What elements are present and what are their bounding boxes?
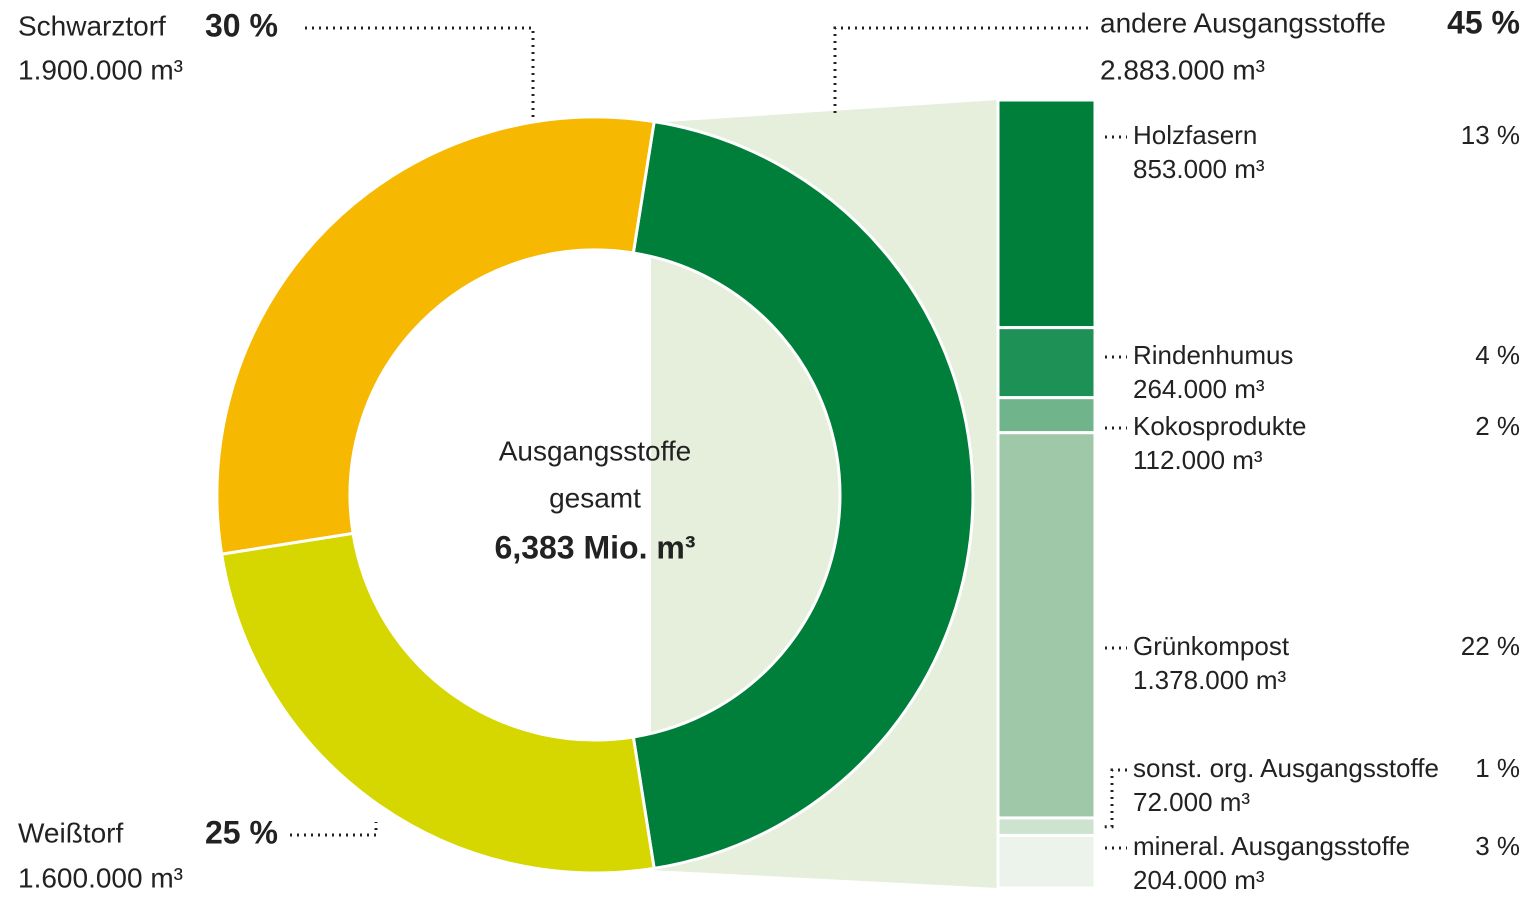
category-label: Schwarztorf	[18, 10, 166, 41]
breakdown-value-label: 1 %	[1475, 753, 1520, 783]
breakdown-volume-label: 72.000 m³	[1133, 787, 1250, 817]
center-label: gesamt	[549, 482, 641, 513]
donut-segment	[219, 531, 656, 875]
leader-line	[833, 26, 1088, 115]
value-label: 25 %	[205, 814, 278, 850]
breakdown-label: sonst. org. Ausgangsstoffe	[1133, 753, 1439, 783]
breakdown-value-label: 4 %	[1475, 340, 1520, 370]
leader-line	[290, 822, 378, 837]
breakdown-label: mineral. Ausgangsstoffe	[1133, 831, 1410, 861]
donut-segment	[215, 115, 656, 556]
donut-segment	[631, 119, 975, 871]
breakdown-label: Kokosprodukte	[1133, 411, 1306, 441]
breakdown-bar	[996, 431, 1097, 820]
breakdown-bar	[996, 833, 1097, 890]
volume-label: 2.883.000 m³	[1100, 54, 1265, 85]
volume-label: 1.900.000 m³	[18, 54, 183, 85]
breakdown-value-label: 2 %	[1475, 411, 1520, 441]
total-label: 6,383 Mio. m³	[495, 529, 696, 565]
breakdown-value-label: 22 %	[1461, 631, 1520, 661]
breakdown-bar	[996, 98, 1097, 330]
leader-line	[1100, 768, 1127, 829]
breakdown-volume-label: 112.000 m³	[1133, 445, 1263, 475]
category-label: andere Ausgangsstoffe	[1100, 7, 1386, 38]
volume-label: 1.600.000 m³	[18, 862, 183, 893]
breakdown-bar	[996, 326, 1097, 400]
breakdown-volume-label: 264.000 m³	[1133, 374, 1265, 404]
breakdown-volume-label: 204.000 m³	[1133, 865, 1265, 895]
breakdown-label: Holzfasern	[1133, 120, 1257, 150]
breakdown-volume-label: 853.000 m³	[1133, 154, 1265, 184]
leader-line	[305, 26, 535, 122]
breakdown-bar	[996, 396, 1097, 435]
breakdown-value-label: 13 %	[1461, 120, 1520, 150]
category-label: Weißtorf	[18, 817, 123, 848]
breakdown-label: Grünkompost	[1133, 631, 1290, 661]
breakdown-value-label: 3 %	[1475, 831, 1520, 861]
value-label: 30 %	[205, 7, 278, 43]
breakdown-volume-label: 1.378.000 m³	[1133, 665, 1287, 695]
breakdown-label: Rindenhumus	[1133, 340, 1293, 370]
value-label: 45 %	[1447, 4, 1520, 40]
breakdown-bar	[996, 816, 1097, 837]
center-label: Ausgangsstoffe	[499, 435, 692, 466]
